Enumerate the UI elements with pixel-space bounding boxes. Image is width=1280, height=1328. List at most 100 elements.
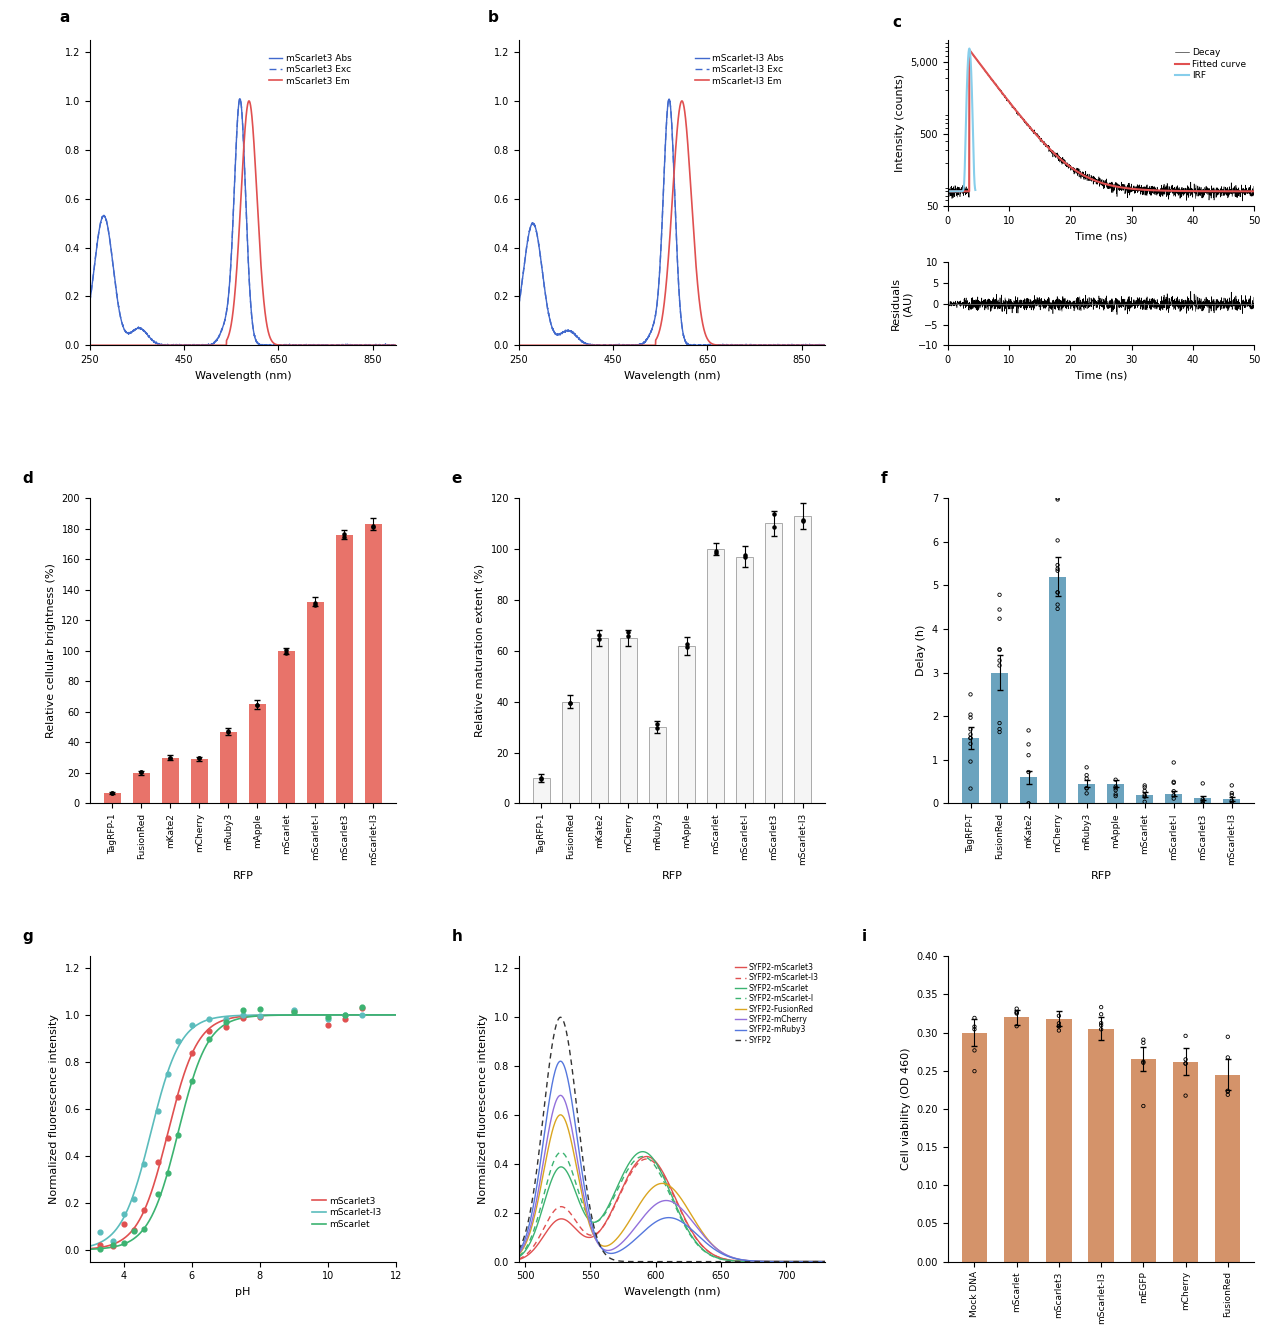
Point xyxy=(1221,790,1242,811)
Y-axis label: Residuals
(AU): Residuals (AU) xyxy=(891,278,913,331)
Point xyxy=(1134,785,1155,806)
Point xyxy=(364,517,384,538)
Line: mScarlet-I3 Abs: mScarlet-I3 Abs xyxy=(518,100,826,345)
Point xyxy=(989,608,1010,629)
SYFP2-mCherry xyxy=(511,1246,526,1262)
Point xyxy=(1133,1029,1153,1050)
Point xyxy=(1193,789,1213,810)
Point xyxy=(134,1153,155,1174)
Point xyxy=(1047,558,1068,579)
SYFP2-mRuby3 xyxy=(590,1234,605,1250)
SYFP2-mScarlet xyxy=(590,1214,605,1230)
Point xyxy=(1134,777,1155,798)
SYFP2-FusionRed xyxy=(818,1254,833,1270)
Point xyxy=(763,503,783,525)
Point xyxy=(1076,782,1097,803)
Point xyxy=(1048,1016,1069,1037)
Bar xyxy=(1165,794,1183,803)
mScarlet-I3 Em xyxy=(511,337,526,353)
Bar xyxy=(1048,576,1066,803)
Bar xyxy=(991,672,1009,803)
Line: mScarlet-I3: mScarlet-I3 xyxy=(90,1015,396,1246)
Point xyxy=(335,1004,356,1025)
Point xyxy=(531,768,552,789)
SYFP2-mScarlet xyxy=(511,1250,526,1266)
Point xyxy=(1048,1016,1069,1037)
SYFP2-mCherry xyxy=(566,1130,581,1146)
Point xyxy=(215,1016,236,1037)
mScarlet-I3 xyxy=(204,1011,219,1027)
SYFP2-mRuby3 xyxy=(650,1212,666,1228)
Point xyxy=(1091,1004,1111,1025)
Point xyxy=(1164,752,1184,773)
Bar xyxy=(562,701,579,803)
mScarlet-I3 Exc xyxy=(584,337,599,353)
Point xyxy=(284,1000,305,1021)
mScarlet xyxy=(275,1007,291,1023)
Point xyxy=(1106,785,1126,806)
Point xyxy=(989,599,1010,620)
Point xyxy=(964,1040,984,1061)
mScarlet-I3 xyxy=(303,1007,319,1023)
Point xyxy=(276,640,297,661)
mScarlet3 Abs xyxy=(136,321,151,337)
Line: SYFP2: SYFP2 xyxy=(518,1017,826,1262)
Point xyxy=(1019,745,1039,766)
Point xyxy=(676,636,696,657)
SYFP2-mScarlet xyxy=(566,1177,581,1193)
SYFP2-mRuby3 xyxy=(742,1252,758,1268)
SYFP2-mScarlet-I xyxy=(566,1167,581,1183)
Point xyxy=(1047,487,1068,509)
mScarlet3 Em xyxy=(383,337,398,353)
Point xyxy=(147,1183,168,1204)
SYFP2-FusionRed xyxy=(692,1220,708,1236)
Bar xyxy=(707,548,724,803)
Point xyxy=(1164,772,1184,793)
Point xyxy=(1091,1019,1111,1040)
mScarlet-I3 xyxy=(119,1204,134,1220)
Point xyxy=(1006,1003,1027,1024)
Point xyxy=(735,544,755,566)
mScarlet3 Abs xyxy=(116,321,132,337)
Bar xyxy=(1020,777,1037,803)
mScarlet-I3 Exc xyxy=(812,337,827,353)
mScarlet-I3 xyxy=(82,1238,97,1254)
mScarlet3 Exc xyxy=(82,295,97,311)
Point xyxy=(147,1151,168,1173)
Point xyxy=(989,584,1010,606)
Point xyxy=(1047,530,1068,551)
Fitted curve xyxy=(1247,183,1262,199)
mScarlet3 Em xyxy=(349,337,365,353)
Bar xyxy=(365,525,383,803)
Bar xyxy=(1135,794,1153,803)
mScarlet3 Exc xyxy=(212,325,228,341)
Point xyxy=(1134,786,1155,807)
Point xyxy=(1091,1012,1111,1033)
Point xyxy=(1134,774,1155,795)
Point xyxy=(131,762,151,784)
mScarlet-I3 Abs xyxy=(778,337,794,353)
Point xyxy=(964,1061,984,1082)
mScarlet xyxy=(388,1007,403,1023)
mScarlet3 xyxy=(305,1007,320,1023)
mScarlet-I3 Exc xyxy=(628,337,644,353)
Point xyxy=(1133,1096,1153,1117)
mScarlet3 xyxy=(275,1007,291,1023)
SYFP2-mScarlet xyxy=(635,1143,650,1159)
Point xyxy=(1019,793,1039,814)
mScarlet3 Exc xyxy=(136,323,151,339)
Text: g: g xyxy=(22,928,33,944)
SYFP2-mRuby3 xyxy=(511,1244,526,1260)
X-axis label: pH: pH xyxy=(236,1287,251,1297)
SYFP2-mScarlet-I3 xyxy=(717,1251,732,1267)
Point xyxy=(989,718,1010,740)
mScarlet3 xyxy=(82,1240,97,1256)
mScarlet3 Em xyxy=(212,337,228,353)
Point xyxy=(247,695,268,716)
Bar xyxy=(620,637,637,803)
mScarlet xyxy=(303,1007,319,1023)
Point xyxy=(1048,1013,1069,1035)
Point xyxy=(334,523,355,544)
Text: f: f xyxy=(881,470,887,486)
mScarlet-I3 Abs xyxy=(547,323,562,339)
